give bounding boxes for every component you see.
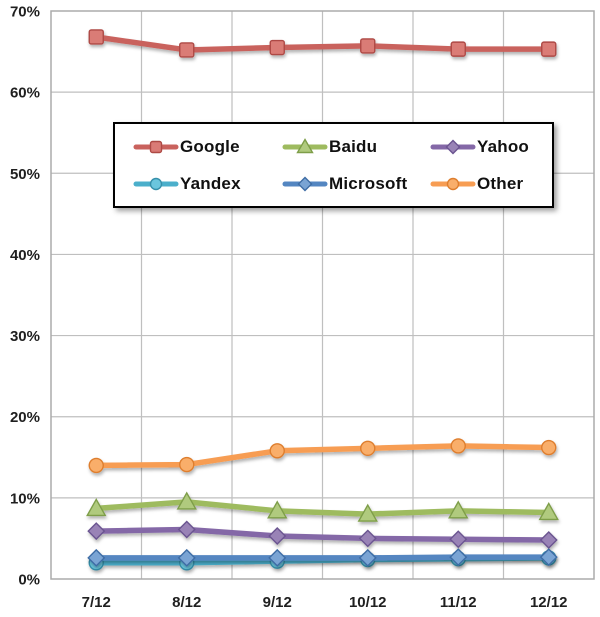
series-yahoo — [87, 520, 558, 550]
y-tick-label: 70% — [10, 4, 40, 21]
microsoft-line — [93, 554, 552, 561]
y-tick-label: 50% — [10, 166, 40, 183]
legend-label-yandex: Yandex — [180, 173, 241, 193]
baidu-line — [93, 499, 552, 517]
legend-label-microsoft: Microsoft — [329, 173, 408, 193]
x-tick-label: 8/12 — [172, 594, 201, 611]
gridlines — [51, 11, 594, 579]
legend-item-yahoo: Yahoo — [430, 137, 546, 157]
y-axis-labels: 0% 10% 20% 30% 40% 50% 60% 70% — [10, 4, 40, 589]
microsoft-series-swatch-icon — [282, 176, 328, 191]
series-other — [88, 438, 557, 474]
yandex-legend-marker — [149, 177, 163, 190]
microsoft-marker — [177, 548, 196, 567]
series-baidu — [86, 491, 559, 522]
legend-item-microsoft: Microsoft — [282, 174, 430, 194]
series-google — [88, 29, 557, 58]
legend-item-google: Google — [133, 137, 282, 157]
microsoft-legend-marker — [297, 176, 313, 191]
yahoo-line — [93, 526, 552, 543]
google-series-swatch-icon — [133, 140, 179, 153]
legend-item-baidu: Baidu — [282, 137, 430, 157]
google-marker — [450, 41, 466, 57]
other-marker — [179, 456, 195, 473]
x-tick-label: 10/12 — [349, 594, 387, 611]
google-line — [93, 34, 552, 53]
legend-label-yahoo: Yahoo — [477, 136, 530, 156]
baidu-marker — [86, 497, 107, 517]
baidu-series-swatch-icon — [282, 137, 328, 153]
legend-label-google: Google — [180, 136, 240, 156]
yahoo-marker — [87, 522, 106, 541]
yahoo-marker — [449, 530, 468, 549]
y-tick-label: 60% — [10, 85, 40, 102]
google-marker — [360, 38, 376, 54]
microsoft-marker — [268, 548, 287, 567]
microsoft-marker — [539, 548, 558, 567]
x-axis-labels: 7/12 8/12 9/12 10/12 11/12 12/12 — [82, 594, 568, 611]
other-line — [93, 443, 552, 469]
google-marker — [269, 39, 285, 56]
legend-item-yandex: Yandex — [133, 174, 282, 194]
y-tick-label: 40% — [10, 247, 40, 264]
other-marker — [541, 439, 557, 456]
x-tick-label: 11/12 — [440, 594, 477, 611]
y-tick-label: 30% — [10, 328, 40, 345]
baidu-marker — [538, 502, 559, 521]
yahoo-series-swatch-icon — [430, 139, 476, 154]
other-marker — [269, 443, 285, 459]
microsoft-marker — [358, 548, 377, 567]
google-marker — [541, 41, 557, 57]
baidu-marker — [267, 500, 288, 519]
google-marker — [88, 29, 104, 45]
yahoo-marker — [539, 531, 558, 550]
yahoo-legend-marker — [445, 139, 461, 154]
y-tick-label: 0% — [18, 572, 40, 589]
x-tick-label: 12/12 — [530, 594, 568, 611]
yahoo-marker — [268, 527, 287, 545]
microsoft-marker — [449, 548, 468, 567]
baidu-marker — [357, 503, 378, 522]
baidu-marker — [448, 500, 469, 519]
other-marker — [88, 457, 104, 474]
series-microsoft — [87, 548, 558, 567]
microsoft-marker — [87, 548, 106, 567]
baidu-marker — [176, 491, 197, 510]
google-legend-marker — [149, 140, 163, 153]
yahoo-marker — [358, 529, 377, 548]
other-legend-marker — [446, 177, 460, 190]
other-marker — [360, 440, 376, 457]
y-tick-label: 20% — [10, 409, 40, 426]
x-tick-label: 9/12 — [263, 594, 292, 611]
google-marker — [179, 42, 195, 58]
legend-item-other: Other — [430, 174, 546, 194]
baidu-legend-marker — [296, 137, 314, 153]
x-tick-label: 7/12 — [82, 594, 111, 611]
legend: Google Baidu Yahoo Yandex Microsoft Othe… — [113, 122, 554, 208]
other-series-swatch-icon — [430, 177, 476, 190]
plot-border — [50, 10, 595, 580]
legend-label-baidu: Baidu — [329, 136, 378, 156]
other-marker — [450, 438, 466, 454]
legend-label-other: Other — [477, 173, 524, 193]
yahoo-marker — [177, 520, 196, 539]
yandex-series-swatch-icon — [133, 177, 179, 190]
y-tick-label: 10% — [10, 490, 40, 507]
